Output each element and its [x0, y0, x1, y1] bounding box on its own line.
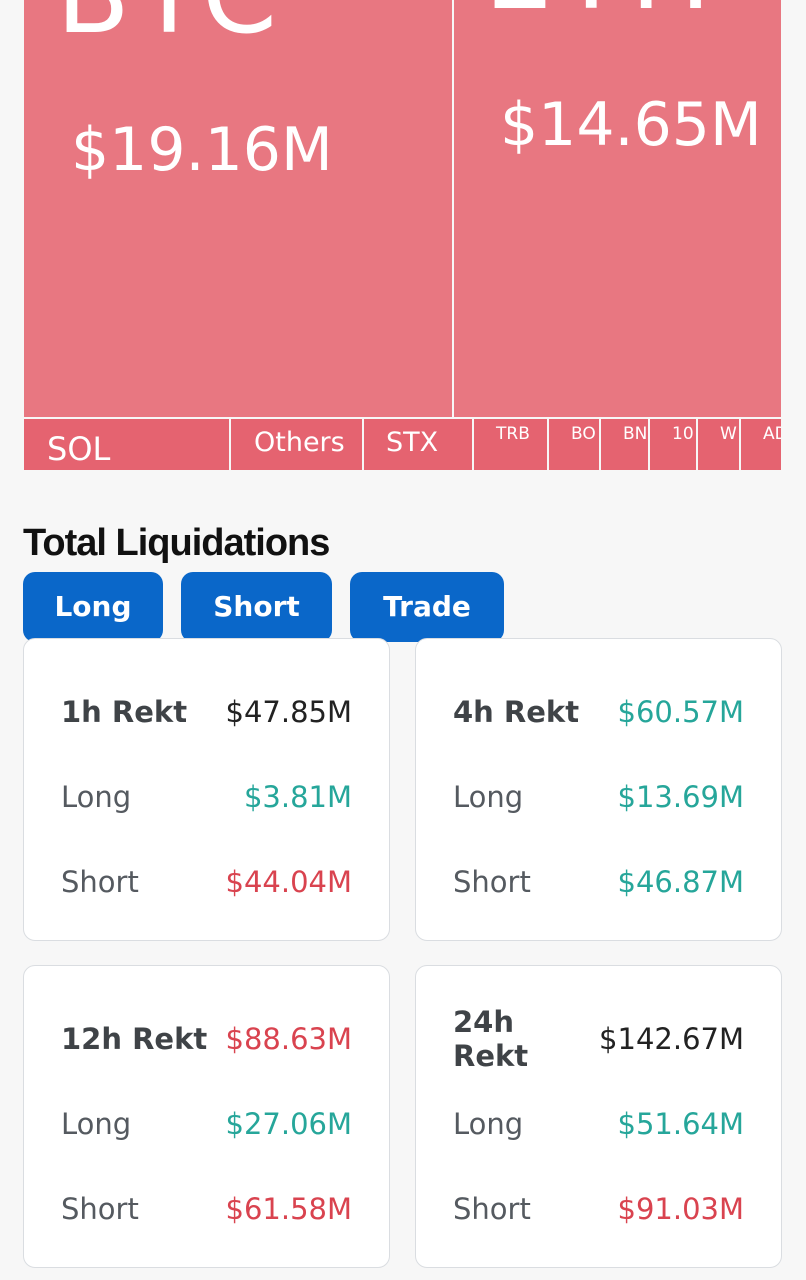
- card-period-label: 1h Rekt: [61, 695, 188, 729]
- treemap-tile-ad[interactable]: AD: [741, 419, 781, 470]
- tile-symbol: BN: [623, 424, 648, 444]
- card-row-short: Short $61.58M: [61, 1189, 352, 1229]
- card-total-value: $142.67M: [599, 1022, 744, 1056]
- card-row-long: Long $13.69M: [453, 777, 744, 817]
- tab-long[interactable]: Long: [23, 572, 163, 642]
- tab-trade[interactable]: Trade: [350, 572, 504, 642]
- card-short-label: Short: [453, 1192, 531, 1226]
- card-long-value: $51.64M: [617, 1107, 745, 1141]
- tile-value: $14.65M: [500, 90, 762, 160]
- card-row-total: 24h Rekt $142.67M: [453, 1005, 744, 1073]
- card-long-value: $13.69M: [617, 780, 745, 814]
- card-row-total: 1h Rekt $47.85M: [61, 692, 352, 732]
- tile-symbol: AD: [763, 424, 781, 444]
- card-long-label: Long: [453, 1107, 524, 1141]
- card-short-label: Short: [453, 865, 531, 899]
- card-row-total: 12h Rekt $88.63M: [61, 1019, 352, 1059]
- treemap-tile-sol[interactable]: SOL: [24, 419, 229, 470]
- card-total-value: $47.85M: [225, 695, 353, 729]
- section-title: Total Liquidations: [23, 522, 330, 564]
- rekt-card-1h: 1h Rekt $47.85M Long $3.81M Short $44.04…: [23, 638, 390, 941]
- tile-symbol: SOL: [47, 430, 111, 468]
- card-short-value: $91.03M: [617, 1192, 745, 1226]
- card-row-long: Long $3.81M: [61, 777, 352, 817]
- treemap-tile-bo[interactable]: BO: [549, 419, 599, 470]
- card-row-short: Short $91.03M: [453, 1189, 744, 1229]
- treemap-tile-bn[interactable]: BN: [601, 419, 648, 470]
- card-row-long: Long $51.64M: [453, 1104, 744, 1144]
- card-short-label: Short: [61, 1192, 139, 1226]
- treemap-tile-trb[interactable]: TRB: [474, 419, 547, 470]
- card-row-short: Short $46.87M: [453, 862, 744, 902]
- card-period-label: 12h Rekt: [61, 1022, 208, 1056]
- card-long-value: $27.06M: [225, 1107, 353, 1141]
- treemap-tile-eth[interactable]: ETH $14.65M: [454, 0, 781, 417]
- tile-symbol: BTC: [56, 0, 283, 50]
- card-period-label: 24h Rekt: [453, 1005, 529, 1073]
- card-row-long: Long $27.06M: [61, 1104, 352, 1144]
- treemap-tile-others[interactable]: Others: [231, 419, 362, 470]
- card-total-value: $60.57M: [617, 695, 745, 729]
- treemap-tile-100[interactable]: 10: [650, 419, 696, 470]
- tile-symbol: ETH: [484, 0, 717, 26]
- card-row-total: 4h Rekt $60.57M: [453, 692, 744, 732]
- tab-short[interactable]: Short: [181, 572, 332, 642]
- card-short-value: $46.87M: [617, 865, 745, 899]
- card-long-label: Long: [453, 780, 524, 814]
- tile-symbol: STX: [386, 427, 439, 458]
- card-long-label: Long: [61, 1107, 132, 1141]
- card-long-value: $3.81M: [243, 780, 352, 814]
- rekt-card-12h: 12h Rekt $88.63M Long $27.06M Short $61.…: [23, 965, 390, 1268]
- treemap-tile-stx[interactable]: STX: [364, 419, 472, 470]
- treemap-tile-w[interactable]: W: [698, 419, 739, 470]
- rekt-card-4h: 4h Rekt $60.57M Long $13.69M Short $46.8…: [415, 638, 782, 941]
- treemap-tile-btc[interactable]: BTC $19.16M: [24, 0, 452, 417]
- card-short-value: $44.04M: [225, 865, 353, 899]
- tile-symbol: BO: [571, 424, 596, 444]
- tile-symbol: W: [720, 424, 737, 444]
- card-period-label: 4h Rekt: [453, 695, 580, 729]
- card-short-value: $61.58M: [225, 1192, 353, 1226]
- rekt-card-24h: 24h Rekt $142.67M Long $51.64M Short $91…: [415, 965, 782, 1268]
- tile-symbol: Others: [254, 427, 345, 458]
- tile-symbol: TRB: [496, 424, 530, 444]
- tile-symbol: 10: [672, 424, 694, 444]
- card-long-label: Long: [61, 780, 132, 814]
- card-short-label: Short: [61, 865, 139, 899]
- card-total-value: $88.63M: [225, 1022, 353, 1056]
- tile-value: $19.16M: [71, 115, 333, 185]
- liquidation-treemap: BTC $19.16M ETH $14.65M SOL Others STX T…: [24, 0, 781, 470]
- card-row-short: Short $44.04M: [61, 862, 352, 902]
